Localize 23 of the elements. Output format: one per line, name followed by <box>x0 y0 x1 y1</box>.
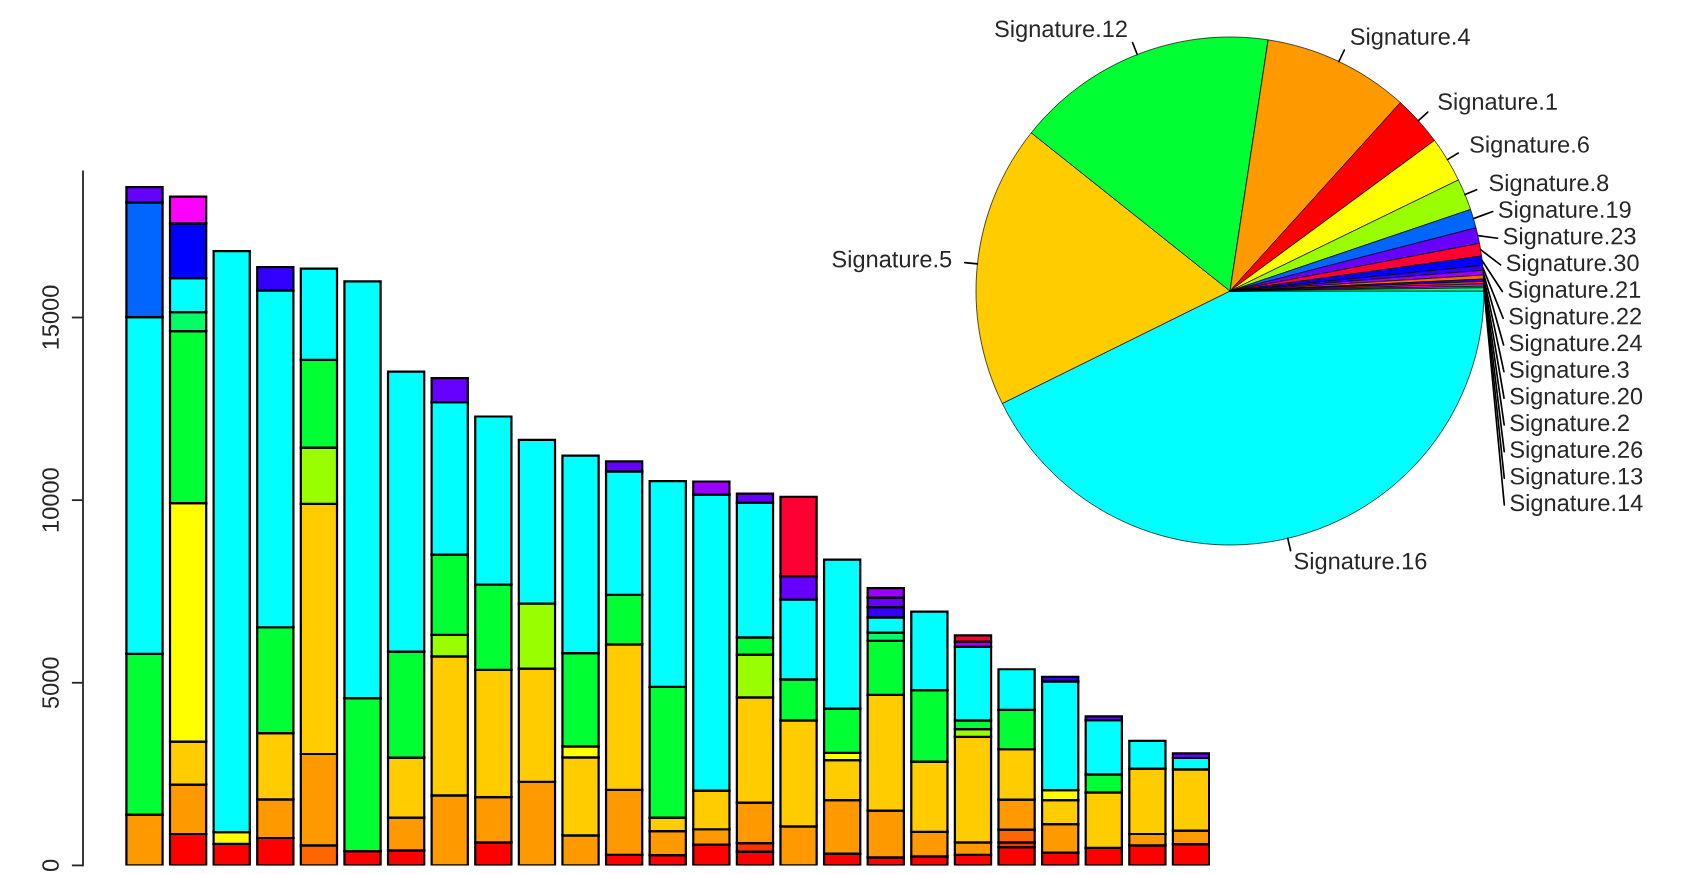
slice-label: Signature.5 <box>832 250 952 273</box>
slice-label: Signature.2 <box>1510 413 1629 436</box>
slice-label: Signature.26 <box>1510 440 1643 463</box>
slice-label: Signature.3 <box>1510 360 1629 383</box>
slice-label: Signature.24 <box>1509 333 1642 356</box>
y-tick-label: 5000 <box>42 657 59 709</box>
y-tick-label: 0 <box>42 859 59 872</box>
slice-label: Signature.23 <box>1503 227 1636 250</box>
slice-label: Signature.12 <box>995 19 1127 42</box>
slice-label: Signature.13 <box>1510 467 1643 490</box>
slice-label: Signature.4 <box>1350 27 1470 50</box>
slice-label: Signature.22 <box>1509 307 1641 330</box>
slice-label: Signature.8 <box>1489 173 1609 196</box>
slice-label: Signature.16 <box>1294 552 1427 575</box>
slice-label: Signature.14 <box>1510 493 1643 516</box>
slice-label: Signature.30 <box>1506 253 1639 276</box>
y-tick-label: 15000 <box>42 285 59 349</box>
slice-label: Signature.6 <box>1470 135 1589 158</box>
slice-label: Signature.1 <box>1438 92 1557 115</box>
slice-label: Signature.20 <box>1510 387 1643 410</box>
slice-label: Signature.21 <box>1508 280 1641 303</box>
slice-label: Signature.19 <box>1498 200 1631 223</box>
y-tick-label: 10000 <box>42 468 59 532</box>
